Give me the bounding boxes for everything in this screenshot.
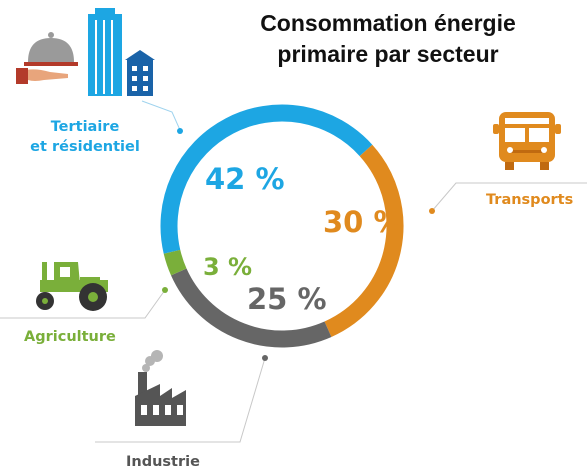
- chart-title-line-2: primaire par secteur: [277, 41, 499, 67]
- factory-icon: [135, 350, 186, 426]
- chart-title: Consommation énergie primaire par secteu…: [200, 8, 576, 70]
- leader-line-transports: [431, 182, 587, 212]
- cloche-icon: [16, 32, 78, 84]
- data-label-industrie: 25 %: [247, 282, 327, 316]
- data-label-agriculture: 3 %: [203, 253, 253, 281]
- office-building-icon: [88, 8, 122, 96]
- data-label-tertiaire: 42 %: [205, 162, 285, 196]
- donut-slice-bus: [324, 144, 404, 337]
- donut-slice-building-and-service: [160, 104, 373, 254]
- chart-title-line-1: Consommation énergie: [260, 10, 516, 36]
- label-industrie: Industrie: [126, 454, 200, 470]
- label-tertiaire: Tertiaire et résidentiel: [26, 117, 144, 157]
- building-and-service-icon: [16, 8, 155, 96]
- leader-line-industrie: [95, 357, 266, 443]
- leader-dot-industrie: [262, 355, 268, 361]
- leader-line-tertiaire: [141, 100, 181, 131]
- data-label-transports: 30 %: [323, 205, 403, 239]
- label-agriculture: Agriculture: [24, 329, 116, 345]
- leader-dot-agriculture: [162, 287, 168, 293]
- donut-chart: [160, 104, 404, 348]
- leader-line-agriculture: [0, 289, 166, 319]
- donut-slice-tractor: [163, 249, 187, 276]
- leader-dot-tertiaire: [177, 128, 183, 134]
- leader-dot-transports: [429, 208, 435, 214]
- small-building-icon: [125, 50, 155, 96]
- label-tertiaire-line-1: Tertiaire: [50, 119, 120, 135]
- donut-slice-factory: [171, 268, 332, 348]
- label-transports: Transports: [486, 192, 574, 208]
- tractor-icon: [36, 262, 108, 311]
- label-tertiaire-line-2: et résidentiel: [30, 139, 140, 155]
- bus-icon: [493, 112, 561, 170]
